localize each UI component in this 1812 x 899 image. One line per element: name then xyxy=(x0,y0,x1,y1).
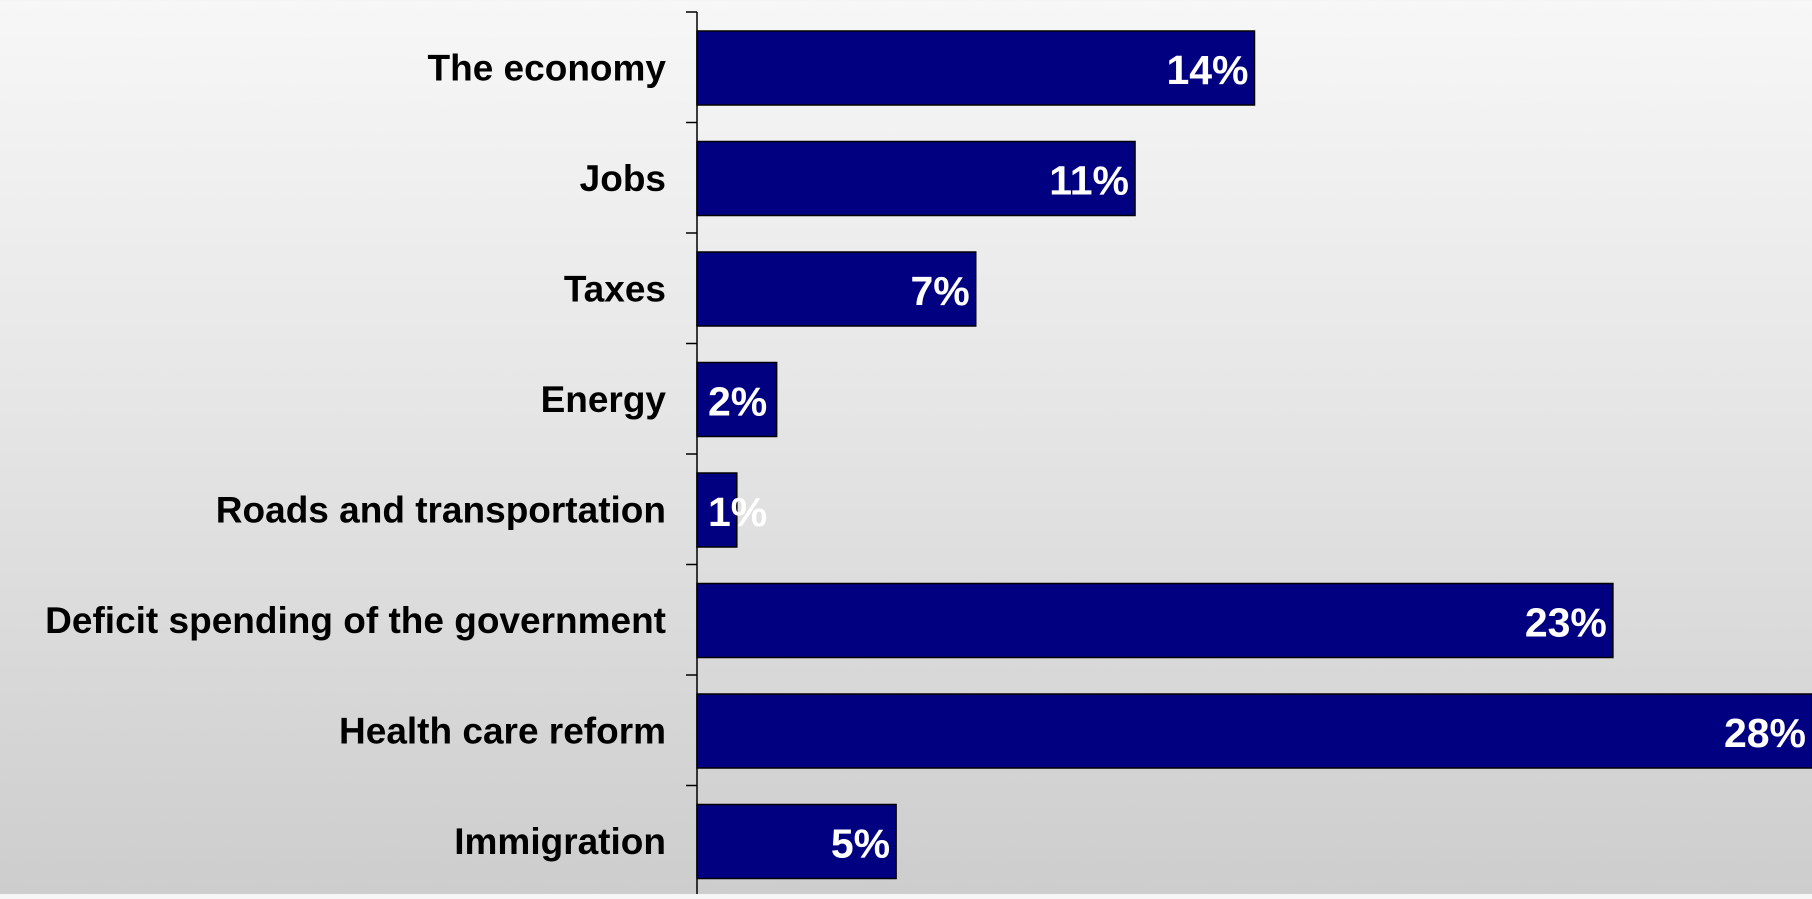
bar xyxy=(696,582,1614,659)
value-label: 14% xyxy=(1166,47,1248,93)
category-label: Jobs xyxy=(580,158,666,199)
value-label: 5% xyxy=(831,821,890,867)
category-label: Health care reform xyxy=(339,711,666,752)
category-label: Roads and transportation xyxy=(216,490,666,531)
bar xyxy=(696,140,1136,217)
bar xyxy=(696,30,1256,106)
bar xyxy=(696,693,1812,769)
category-label: Energy xyxy=(541,379,667,420)
category-label: Immigration xyxy=(454,821,666,862)
value-label: 23% xyxy=(1525,600,1607,646)
bar xyxy=(696,472,738,548)
bar xyxy=(696,361,778,438)
category-label: Deficit spending of the government xyxy=(45,600,666,641)
category-label: Taxes xyxy=(564,269,666,310)
value-label: 1% xyxy=(708,489,767,535)
bar xyxy=(696,251,977,327)
value-label: 7% xyxy=(910,268,969,314)
bar xyxy=(696,803,897,880)
value-label: 2% xyxy=(708,379,767,425)
category-label: The economy xyxy=(428,48,667,89)
value-label: 11% xyxy=(1049,158,1129,204)
value-label: 28% xyxy=(1724,710,1806,756)
